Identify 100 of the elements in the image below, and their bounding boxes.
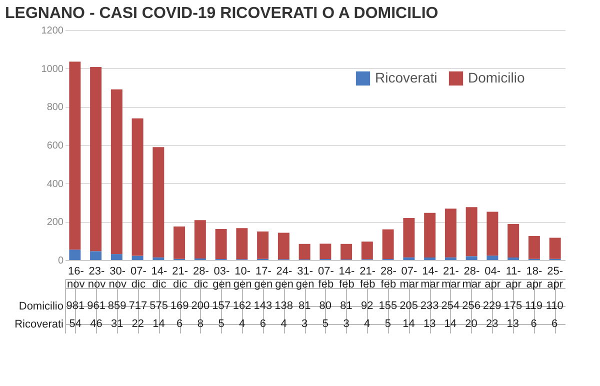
data-label: 981 <box>66 300 85 312</box>
x-tick-label: 24-gen <box>275 266 294 290</box>
data-label: 575 <box>150 300 168 312</box>
data-label: 961 <box>87 300 106 312</box>
data-label: 162 <box>232 300 252 312</box>
bar <box>298 244 310 260</box>
data-label: 13 <box>506 318 520 330</box>
data-label: 4 <box>239 318 246 330</box>
text: Domicilio <box>18 300 64 312</box>
bar <box>549 238 561 259</box>
data-label: 157 <box>212 300 230 312</box>
data-label: 6 <box>176 318 183 330</box>
bar <box>257 231 269 259</box>
legend-label: Domicilio <box>468 69 525 86</box>
x-tick-label: 17-gen <box>254 266 273 290</box>
data-label: 4 <box>364 318 370 330</box>
bar <box>215 228 227 260</box>
data-label: 3 <box>343 318 350 330</box>
x-tick-label: 28-mar <box>462 266 482 290</box>
bar <box>69 250 81 260</box>
bar <box>444 257 456 260</box>
bar <box>528 236 540 259</box>
bar <box>132 118 144 256</box>
chart-title: LEGNANO - CASI COVID-19 RICOVERATI O A DOMICILIO <box>5 5 438 22</box>
data-label: 4 <box>280 318 287 330</box>
data-label: 13 <box>423 318 436 330</box>
data-label: 5 <box>384 318 391 330</box>
bar <box>152 257 164 260</box>
x-tick-label: 30-nov <box>108 266 127 290</box>
bar <box>466 207 478 256</box>
data-label: 5 <box>218 318 224 330</box>
data-label: 200 <box>191 300 210 312</box>
y-tick-label: 0 <box>58 256 64 266</box>
data-label: 169 <box>170 300 189 312</box>
x-tick-label: 04-apr <box>484 266 501 290</box>
x-tick-label: 14-dic <box>151 266 168 290</box>
bar <box>320 244 332 260</box>
bar <box>466 256 478 260</box>
data-label: 110 <box>546 300 564 312</box>
x-tick-label: 28-dic <box>192 266 210 290</box>
data-label: 14 <box>152 318 165 330</box>
bar <box>486 212 498 256</box>
data-label: 6 <box>260 318 266 330</box>
x-tick-label: 10-gen <box>233 266 252 290</box>
y-tick-label: 1000 <box>41 64 64 75</box>
bar <box>403 257 415 260</box>
data-label: 81 <box>298 300 311 312</box>
bar <box>132 256 144 260</box>
bar <box>90 251 102 260</box>
data-label: 14 <box>444 318 457 330</box>
data-label: 6 <box>530 318 537 330</box>
y-tick-label: 800 <box>46 102 64 114</box>
data-label: 256 <box>462 300 480 312</box>
data-label: 20 <box>465 318 478 330</box>
bar <box>361 242 373 260</box>
bar <box>152 147 164 258</box>
x-tick-label: 14-mar <box>420 266 440 290</box>
data-label: 80 <box>319 300 332 312</box>
x-tick-label: 21-feb <box>360 266 376 290</box>
data-label: 717 <box>128 300 148 312</box>
bar <box>90 66 102 252</box>
bar <box>508 224 520 258</box>
text: Ricoverati <box>14 318 64 330</box>
data-label: 54 <box>69 318 82 330</box>
x-tick-label: 31-gen <box>296 266 314 290</box>
y-tick-label: 400 <box>46 178 64 190</box>
data-label: 119 <box>524 300 543 312</box>
y-tick-label: 1200 <box>41 26 64 36</box>
x-tick-label: 16-nov <box>67 266 86 290</box>
x-tick-label: 23-nov <box>88 266 106 290</box>
x-tick-label: 28-feb <box>380 266 397 290</box>
x-tick-label: 03-gen <box>212 266 231 290</box>
bar <box>174 226 186 259</box>
bar <box>340 244 352 260</box>
y-tick-label: 200 <box>46 217 64 228</box>
bar <box>194 220 206 258</box>
y-tick-label: 600 <box>46 140 64 152</box>
data-label: 138 <box>274 300 293 312</box>
legend-label: Ricoverati <box>375 69 438 86</box>
data-label: 205 <box>400 300 418 312</box>
data-label: 229 <box>482 300 502 312</box>
data-label: 175 <box>504 300 522 312</box>
x-tick-label: 07-feb <box>318 266 334 290</box>
data-label: 3 <box>302 318 308 330</box>
x-tick-label: 07-dic <box>130 266 147 290</box>
data-label: 92 <box>360 300 374 312</box>
data-label: 31 <box>110 318 124 330</box>
bar <box>403 218 415 258</box>
data-label: 22 <box>132 318 144 330</box>
x-tick-label: 11-apr <box>505 266 522 290</box>
bar <box>444 208 456 258</box>
bar <box>236 228 248 260</box>
data-label: 5 <box>322 318 328 330</box>
bar <box>486 256 498 260</box>
data-label: 233 <box>420 300 439 312</box>
data-label: 8 <box>197 318 204 330</box>
bar <box>382 229 394 260</box>
data-label: 859 <box>108 300 126 312</box>
data-label: 6 <box>552 318 558 330</box>
data-label: 46 <box>90 318 102 330</box>
